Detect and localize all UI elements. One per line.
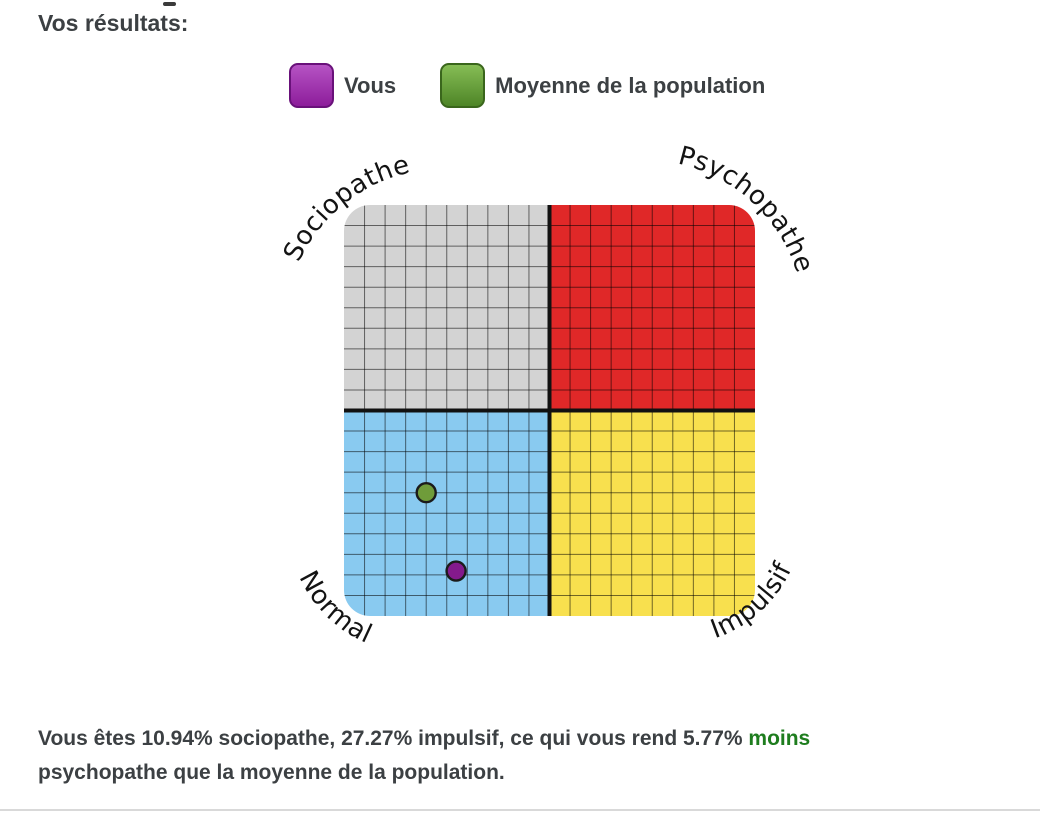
result-text-part1: Vous êtes 10.94% sociopathe, 27.27% impu… [38,727,749,750]
legend-label-vous: Vous [344,72,397,98]
page-title: Vos résultats: [38,10,189,36]
result-highlight: moins [748,727,811,750]
quadrant-chart-svg: Sociopathe Psychopathe Normal Impulsif [278,141,819,650]
chart-legend: Vous Moyenne de la population [289,63,799,108]
legend-swatch-vous [289,63,334,108]
chart-points [415,482,467,582]
legend-swatch-moyenne [440,63,486,108]
quadrant-chart: Sociopathe Psychopathe Normal Impulsif [230,140,850,680]
bottom-divider [0,809,1040,811]
result-text-line2: psychopathe que la moyenne de la populat… [38,761,505,784]
result-text: Vous êtes 10.94% sociopathe, 27.27% impu… [38,722,1018,790]
cutoff-fragment [163,2,176,6]
data-point-moyenne-de-la-population [415,482,437,504]
data-point-vous [445,560,467,582]
legend-label-moyenne: Moyenne de la population [495,72,766,98]
